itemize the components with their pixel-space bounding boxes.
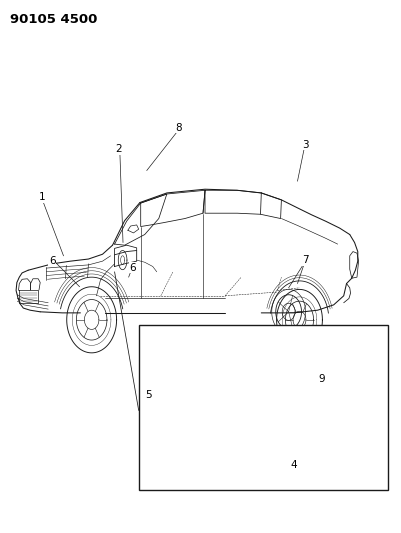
Text: 2: 2	[115, 144, 122, 154]
Text: 5: 5	[145, 391, 152, 400]
Text: 8: 8	[175, 123, 182, 133]
Text: 6: 6	[49, 256, 55, 266]
Text: 90105 4500: 90105 4500	[10, 13, 97, 26]
Text: 9: 9	[318, 375, 324, 384]
Text: 3: 3	[302, 140, 308, 150]
Text: 1: 1	[39, 192, 45, 202]
Text: 4: 4	[290, 460, 296, 470]
Bar	[138, 325, 387, 490]
Text: 7: 7	[302, 255, 308, 265]
Text: 6: 6	[129, 263, 136, 272]
